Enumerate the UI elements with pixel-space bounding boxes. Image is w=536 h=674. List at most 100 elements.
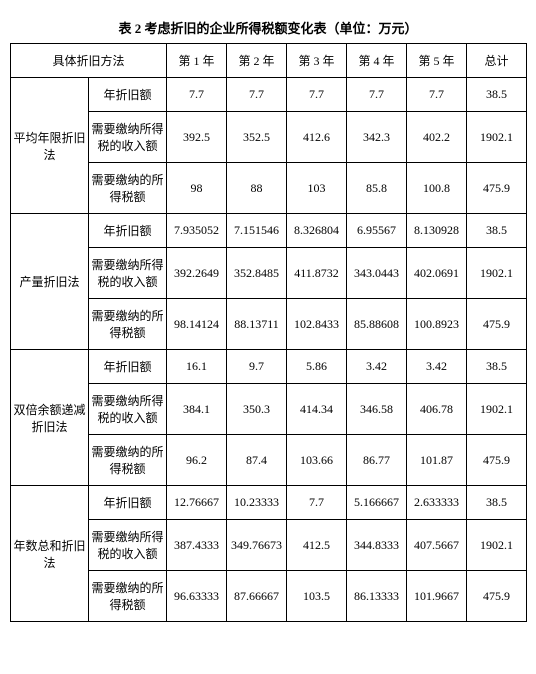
cell: 7.7 [287, 78, 347, 112]
header-method: 具体折旧方法 [11, 44, 167, 78]
cell: 10.23333 [227, 486, 287, 520]
table-row: 需要缴纳所得税的收入额 392.2649 352.8485 411.8732 3… [11, 248, 527, 299]
row-label: 需要缴纳所得税的收入额 [89, 520, 167, 571]
table-row: 年数总和折旧法 年折旧额 12.76667 10.23333 7.7 5.166… [11, 486, 527, 520]
cell: 6.95567 [347, 214, 407, 248]
cell: 98.14124 [167, 299, 227, 350]
cell: 407.5667 [407, 520, 467, 571]
table-row: 需要缴纳所得税的收入额 392.5 352.5 412.6 342.3 402.… [11, 112, 527, 163]
cell: 87.66667 [227, 571, 287, 622]
cell: 7.151546 [227, 214, 287, 248]
cell: 414.34 [287, 384, 347, 435]
table-row: 需要缴纳的所得税额 96.2 87.4 103.66 86.77 101.87 … [11, 435, 527, 486]
cell: 1902.1 [467, 520, 527, 571]
cell: 86.13333 [347, 571, 407, 622]
cell: 96.2 [167, 435, 227, 486]
cell: 7.935052 [167, 214, 227, 248]
cell: 346.58 [347, 384, 407, 435]
cell: 7.7 [347, 78, 407, 112]
cell: 7.7 [287, 486, 347, 520]
cell: 3.42 [407, 350, 467, 384]
header-total: 总计 [467, 44, 527, 78]
cell: 103.5 [287, 571, 347, 622]
cell: 85.88608 [347, 299, 407, 350]
method-name: 双倍余额递减折旧法 [11, 350, 89, 486]
cell: 475.9 [467, 299, 527, 350]
cell: 344.8333 [347, 520, 407, 571]
row-label: 需要缴纳所得税的收入额 [89, 248, 167, 299]
table-row: 双倍余额递减折旧法 年折旧额 16.1 9.7 5.86 3.42 3.42 3… [11, 350, 527, 384]
cell: 12.76667 [167, 486, 227, 520]
cell: 101.87 [407, 435, 467, 486]
cell: 392.2649 [167, 248, 227, 299]
table-row: 需要缴纳的所得税额 96.63333 87.66667 103.5 86.133… [11, 571, 527, 622]
method-name: 平均年限折旧法 [11, 78, 89, 214]
cell: 412.6 [287, 112, 347, 163]
cell: 38.5 [467, 350, 527, 384]
cell: 9.7 [227, 350, 287, 384]
cell: 1902.1 [467, 112, 527, 163]
table-row: 需要缴纳所得税的收入额 387.4333 349.76673 412.5 344… [11, 520, 527, 571]
cell: 8.130928 [407, 214, 467, 248]
cell: 3.42 [347, 350, 407, 384]
cell: 412.5 [287, 520, 347, 571]
cell: 352.5 [227, 112, 287, 163]
cell: 402.2 [407, 112, 467, 163]
header-y3: 第 3 年 [287, 44, 347, 78]
row-label: 年折旧额 [89, 350, 167, 384]
cell: 85.8 [347, 163, 407, 214]
table-title: 表 2 考虑折旧的企业所得税额变化表（单位：万元） [10, 18, 526, 37]
row-label: 需要缴纳的所得税额 [89, 435, 167, 486]
cell: 38.5 [467, 214, 527, 248]
cell: 38.5 [467, 486, 527, 520]
depreciation-table: 具体折旧方法 第 1 年 第 2 年 第 3 年 第 4 年 第 5 年 总计 … [10, 43, 527, 622]
cell: 103.66 [287, 435, 347, 486]
row-label: 年折旧额 [89, 214, 167, 248]
cell: 1902.1 [467, 248, 527, 299]
table-row: 需要缴纳所得税的收入额 384.1 350.3 414.34 346.58 40… [11, 384, 527, 435]
row-label: 需要缴纳的所得税额 [89, 163, 167, 214]
cell: 87.4 [227, 435, 287, 486]
cell: 475.9 [467, 571, 527, 622]
cell: 475.9 [467, 163, 527, 214]
cell: 406.78 [407, 384, 467, 435]
cell: 38.5 [467, 78, 527, 112]
cell: 102.8433 [287, 299, 347, 350]
table-row: 需要缴纳的所得税额 98 88 103 85.8 100.8 475.9 [11, 163, 527, 214]
row-label: 年折旧额 [89, 78, 167, 112]
cell: 7.7 [407, 78, 467, 112]
cell: 98 [167, 163, 227, 214]
method-name: 产量折旧法 [11, 214, 89, 350]
cell: 411.8732 [287, 248, 347, 299]
cell: 96.63333 [167, 571, 227, 622]
table-row: 平均年限折旧法 年折旧额 7.7 7.7 7.7 7.7 7.7 38.5 [11, 78, 527, 112]
row-label: 需要缴纳所得税的收入额 [89, 112, 167, 163]
cell: 387.4333 [167, 520, 227, 571]
cell: 86.77 [347, 435, 407, 486]
cell: 1902.1 [467, 384, 527, 435]
cell: 7.7 [227, 78, 287, 112]
table-row: 需要缴纳的所得税额 98.14124 88.13711 102.8433 85.… [11, 299, 527, 350]
cell: 88.13711 [227, 299, 287, 350]
cell: 16.1 [167, 350, 227, 384]
cell: 384.1 [167, 384, 227, 435]
cell: 475.9 [467, 435, 527, 486]
cell: 352.8485 [227, 248, 287, 299]
cell: 392.5 [167, 112, 227, 163]
cell: 342.3 [347, 112, 407, 163]
cell: 5.166667 [347, 486, 407, 520]
row-label: 需要缴纳的所得税额 [89, 571, 167, 622]
cell: 350.3 [227, 384, 287, 435]
row-label: 需要缴纳所得税的收入额 [89, 384, 167, 435]
cell: 5.86 [287, 350, 347, 384]
cell: 349.76673 [227, 520, 287, 571]
cell: 100.8 [407, 163, 467, 214]
row-label: 需要缴纳的所得税额 [89, 299, 167, 350]
cell: 100.8923 [407, 299, 467, 350]
cell: 7.7 [167, 78, 227, 112]
method-name: 年数总和折旧法 [11, 486, 89, 622]
cell: 101.9667 [407, 571, 467, 622]
table-header-row: 具体折旧方法 第 1 年 第 2 年 第 3 年 第 4 年 第 5 年 总计 [11, 44, 527, 78]
header-y4: 第 4 年 [347, 44, 407, 78]
cell: 103 [287, 163, 347, 214]
